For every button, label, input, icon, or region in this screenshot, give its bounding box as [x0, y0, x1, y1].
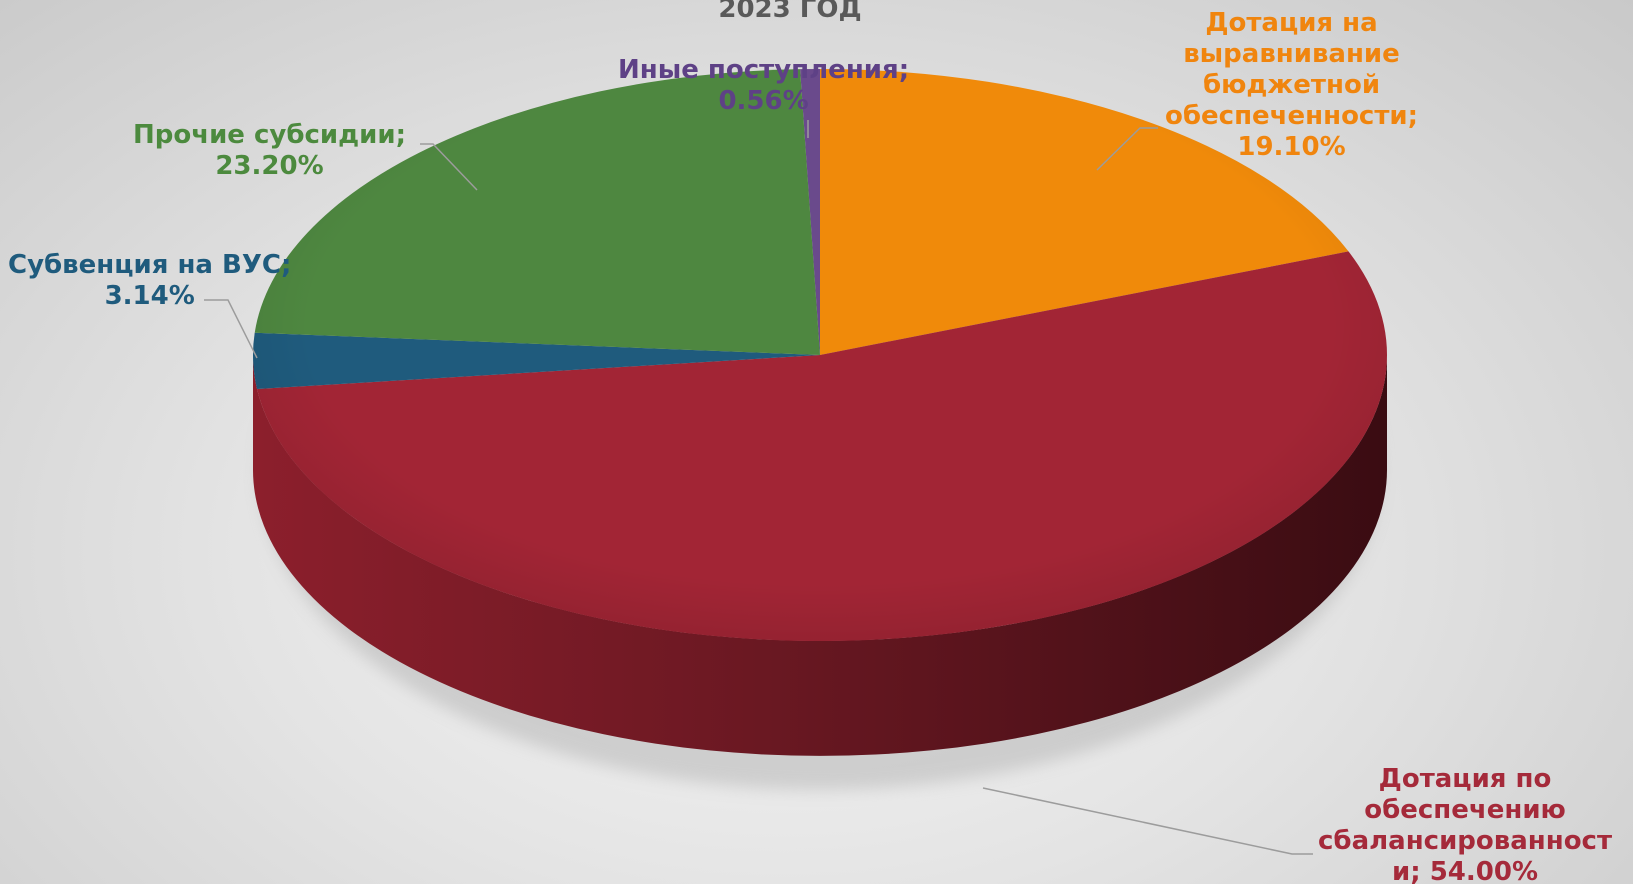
label-line: и; 54.00% — [1392, 857, 1538, 887]
label-line: обеспечению — [1364, 795, 1566, 825]
label-inye-postupleniya: Иные поступления; 0.56% — [618, 55, 909, 117]
label-line: Прочие субсидии; — [133, 120, 406, 150]
label-line: Дотация на — [1205, 8, 1378, 38]
label-dotaciya-sbalansirovannost: Дотация по обеспечению сбалансированност… — [1318, 764, 1612, 888]
label-prochie-subsidii: Прочие субсидии; 23.20% — [133, 120, 406, 182]
label-line: Субвенция на ВУС; — [8, 250, 292, 280]
label-line: 0.56% — [718, 86, 809, 116]
label-line: обеспеченности; — [1165, 101, 1419, 131]
label-dotaciya-vyravnivanie: Дотация на выравнивание бюджетной обеспе… — [1165, 8, 1418, 163]
leader-dotaciya-sbalansirovannost — [982, 787, 1313, 855]
label-line: 19.10% — [1237, 132, 1346, 162]
label-line: бюджетной — [1202, 70, 1381, 100]
label-line: выравнивание — [1183, 39, 1400, 69]
label-line: сбалансированност — [1318, 826, 1613, 856]
bottom-edge — [0, 884, 1633, 889]
leader-dotaciya-vyravnivanie — [1096, 127, 1158, 171]
leader-prochie-subsidii — [420, 143, 478, 191]
chart-title: 2023 ГОД — [718, 0, 862, 24]
leader-subvenciya-vus — [204, 299, 258, 359]
label-line: 3.14% — [104, 281, 195, 311]
label-line: Дотация по — [1378, 764, 1552, 794]
pie-side-wall — [253, 355, 1387, 756]
label-subvenciya-vus: Субвенция на ВУС; 3.14% — [8, 250, 291, 312]
label-line: Иные поступления; — [618, 55, 910, 85]
label-line: 23.20% — [215, 151, 324, 181]
